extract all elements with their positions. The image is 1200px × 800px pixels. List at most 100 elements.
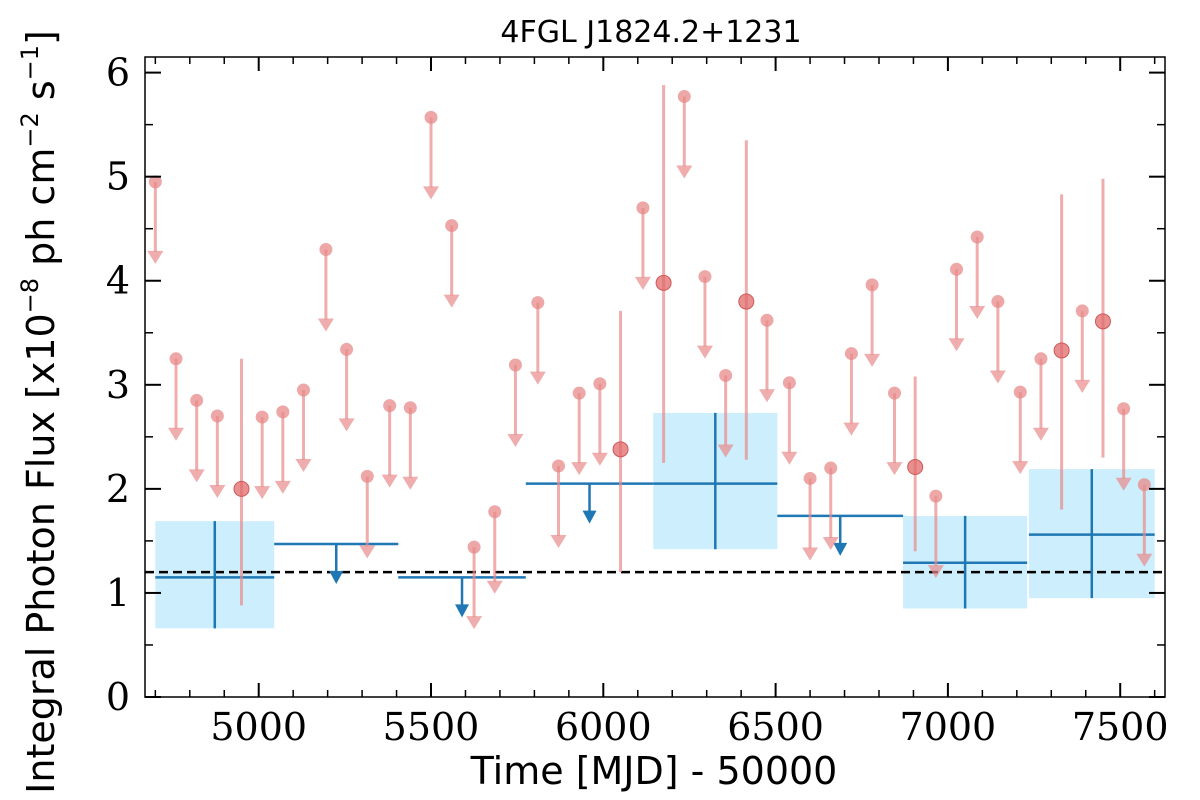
monthly-detection-point: [1094, 313, 1111, 330]
x-tick-label: 6500: [727, 705, 824, 749]
monthly-upper-limit-point: [593, 377, 607, 391]
monthly-detection-point: [655, 274, 672, 291]
monthly-upper-limit-arrow: [466, 616, 483, 630]
monthly-upper-limit-arrow: [529, 371, 546, 385]
monthly-upper-limit-point: [424, 110, 438, 124]
monthly-upper-limit-arrow: [359, 545, 376, 559]
monthly-upper-limit-point: [255, 410, 269, 424]
x-tick-label: 7500: [1072, 705, 1169, 749]
monthly-upper-limit-point: [148, 175, 162, 189]
monthly-upper-limit-point: [169, 352, 183, 366]
y-tick-label: 3: [106, 363, 130, 407]
y-tick-label: 1: [106, 571, 130, 615]
monthly-upper-limit-arrow: [717, 444, 734, 458]
monthly-upper-limit-point: [950, 262, 964, 276]
monthly-upper-limit-point: [467, 540, 481, 554]
monthly-upper-limit-point: [719, 368, 733, 382]
y-tick-label: 4: [106, 259, 130, 303]
x-tick-label: 5000: [210, 705, 307, 749]
monthly-upper-limit-arrow: [927, 565, 944, 579]
x-tick-label: 5500: [383, 705, 480, 749]
monthly-detection-point: [907, 459, 924, 476]
monthly-upper-limit-arrow: [1136, 553, 1153, 567]
monthly-detection-point: [612, 441, 629, 458]
monthly-upper-limit-point: [991, 295, 1005, 309]
monthly-upper-limit-arrow: [822, 537, 839, 551]
y-axis-label-exponent: −8: [16, 278, 44, 313]
monthly-upper-limit-point: [572, 386, 586, 400]
monthly-upper-limit-arrow: [1012, 461, 1029, 475]
axes-frame-layer: 5000 5500 6000 6500 7000 7500 0 1 2 3 4 5 6: [106, 51, 1169, 749]
monthly-upper-limit-point: [1034, 352, 1048, 366]
x-tick-label: 6000: [555, 705, 652, 749]
monthly-upper-limit-point: [360, 469, 374, 483]
monthly-upper-limit-point: [1075, 304, 1089, 318]
y-axis-label-exponent: −1: [16, 45, 44, 80]
binned-upper-limit-arrow: [329, 571, 344, 585]
x-tick-label: 7000: [900, 705, 997, 749]
monthly-upper-limit-point: [210, 409, 224, 423]
monthly-detection-point: [738, 293, 755, 310]
monthly-upper-limit-arrow: [402, 476, 419, 490]
y-axis-label-part: s: [19, 80, 63, 112]
monthly-upper-limit-point: [887, 386, 901, 400]
monthly-upper-limit-arrow: [1074, 379, 1091, 393]
monthly-upper-limit-arrow: [381, 474, 398, 488]
monthly-upper-limit-arrow: [1032, 427, 1049, 441]
y-axis-label-part: ]: [19, 30, 63, 45]
monthly-upper-limit-arrow: [486, 580, 503, 594]
monthly-upper-limit-arrow: [274, 480, 291, 494]
y-tick-label: 0: [106, 675, 130, 719]
monthly-upper-limit-point: [445, 219, 459, 233]
monthly-upper-limit-arrow: [423, 186, 440, 200]
y-axis-label-part: Integral Photon Flux [x10: [19, 313, 63, 794]
monthly-upper-limit-arrow: [295, 459, 312, 473]
monthly-upper-limit-point: [276, 405, 290, 419]
monthly-upper-limit-point: [488, 505, 502, 519]
monthly-upper-limit-point: [1137, 478, 1151, 492]
monthly-upper-limit-point: [383, 399, 397, 413]
monthly-upper-limit-arrow: [969, 306, 986, 320]
monthly-detection-point: [1053, 342, 1070, 359]
binned-upper-limit-arrow: [582, 510, 597, 524]
monthly-upper-limit-arrow: [696, 345, 713, 359]
monthly-upper-limit-point: [636, 201, 650, 215]
y-axis-label-exponent: −2: [16, 112, 44, 147]
monthly-upper-limit-point: [844, 347, 858, 361]
monthly-upper-limit-arrow: [507, 434, 524, 448]
monthly-upper-limit-arrow: [571, 462, 588, 476]
monthly-upper-limit-arrow: [188, 469, 205, 483]
monthly-upper-limit-arrow: [591, 452, 608, 466]
monthly-upper-limit-point: [782, 376, 796, 390]
chart-title: 4FGL J1824.2+1231: [500, 15, 801, 50]
monthly-upper-limit-point: [1117, 402, 1131, 416]
monthly-upper-limit-point: [552, 459, 566, 473]
binned-points-layer: [155, 412, 1155, 629]
monthly-upper-limit-point: [297, 383, 311, 397]
monthly-upper-limit-point: [403, 401, 417, 415]
monthly-upper-limit-arrow: [147, 250, 164, 264]
monthly-upper-limit-point: [929, 489, 943, 503]
monthly-upper-limit-point: [531, 296, 545, 310]
monthly-upper-limit-arrow: [1115, 477, 1132, 491]
monthly-upper-limit-point: [340, 342, 354, 356]
monthly-upper-limit-point: [803, 471, 817, 485]
monthly-upper-limit-arrow: [843, 422, 860, 436]
monthly-upper-limit-point: [319, 243, 333, 257]
monthly-upper-limit-arrow: [443, 294, 460, 308]
monthly-detection-point: [233, 480, 250, 497]
y-axis-label: Integral Photon Flux [x10−8 ph cm−2 s−1]: [16, 30, 63, 794]
monthly-upper-limit-arrow: [317, 318, 334, 332]
monthly-upper-limit-arrow: [781, 451, 798, 465]
monthly-upper-limit-point: [1013, 385, 1027, 399]
y-tick-label: 5: [106, 155, 130, 199]
monthly-upper-limit-point: [677, 90, 691, 104]
monthly-upper-limit-point: [698, 270, 712, 284]
binned-upper-limit-arrow: [833, 542, 848, 556]
monthly-upper-limit-arrow: [338, 418, 355, 432]
x-axis-label: Time [MJD] - 50000: [470, 749, 838, 793]
y-axis-label-part: ph cm: [19, 148, 63, 278]
monthly-upper-limit-point: [760, 313, 774, 327]
monthly-upper-limit-point: [508, 358, 522, 372]
y-tick-label: 2: [106, 467, 130, 511]
